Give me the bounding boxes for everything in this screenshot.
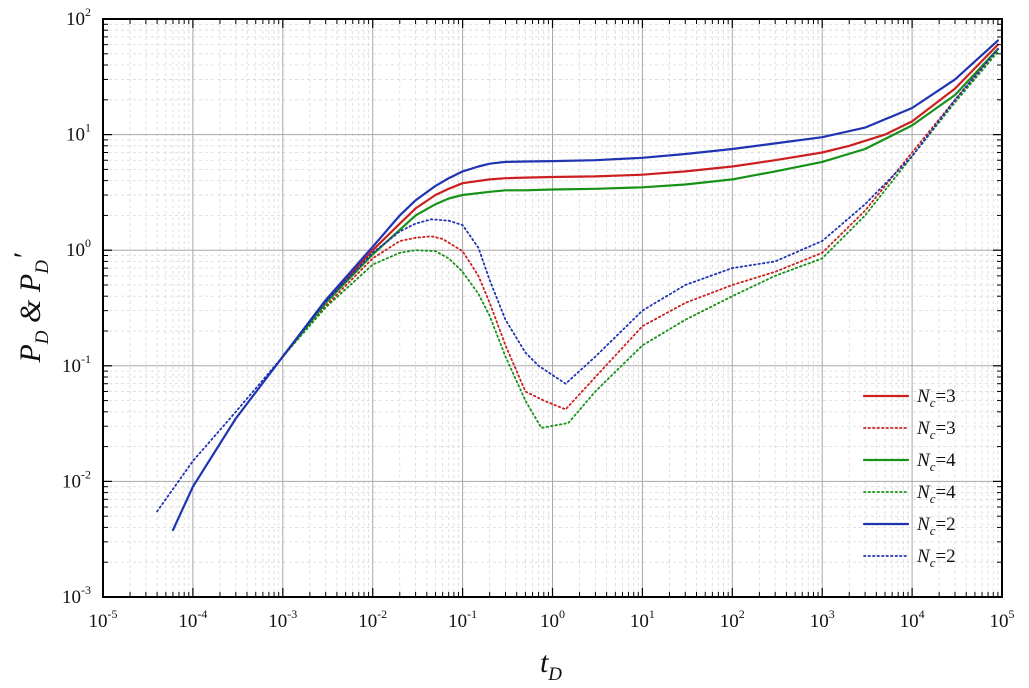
y-tick-label-base: 10: [62, 587, 81, 608]
legend-label-sub: c: [930, 459, 936, 474]
x-tick-label: 102: [720, 607, 745, 632]
y-tick-label: 102: [66, 5, 91, 30]
y-axis-title-sub2: D: [32, 260, 53, 275]
legend-label-sub: c: [930, 523, 936, 538]
x-tick-label: 10-3: [268, 607, 297, 632]
legend-label-sub: c: [930, 395, 936, 410]
series-layer: [156, 39, 1000, 532]
series-line-3: [281, 47, 1000, 358]
x-tick-label-exponent: -1: [467, 607, 477, 621]
legend: Nc=3Nc=3Nc=4Nc=4Nc=2Nc=2: [862, 386, 956, 570]
x-tick-label: 103: [810, 607, 835, 632]
legend-label-3: Nc=4: [916, 450, 956, 474]
legend-label-base: N: [916, 386, 931, 407]
y-tick-label-exponent: -3: [81, 583, 91, 597]
y-tick-label-base: 10: [62, 471, 81, 492]
x-tick-label-base: 10: [810, 611, 829, 632]
y-axis-title-sub: D: [32, 330, 53, 345]
legend-label-base: N: [916, 546, 931, 567]
x-tick-label: 101: [630, 607, 655, 632]
x-axis-title: tD: [540, 646, 562, 685]
x-tick-label-exponent: 4: [919, 607, 925, 621]
legend-label-sub: c: [930, 491, 936, 506]
x-tick-label-base: 10: [630, 611, 649, 632]
legend-label-1: Nc=3: [916, 386, 956, 410]
legend-label-6: Nc=2: [916, 546, 956, 570]
x-tick-label-exponent: 5: [1009, 607, 1015, 621]
y-tick-label-base: 10: [66, 125, 85, 146]
x-tick-label-exponent: 2: [739, 607, 745, 621]
legend-label-value: =3: [935, 418, 955, 439]
x-tick-labels: 10-5 10-4 10-3 10-2 10-1 100 101 102 103 104 105: [89, 607, 1015, 632]
x-tick-label: 10-1: [448, 607, 477, 632]
legend-label-value: =4: [935, 482, 956, 503]
x-tick-label-exponent: -5: [108, 607, 118, 621]
series-line-1: [281, 43, 1000, 358]
y-tick-label: 10-1: [62, 352, 91, 377]
y-axis-title-prime: ′: [8, 253, 41, 260]
y-tick-label-exponent: -2: [81, 467, 91, 481]
x-tick-label: 104: [900, 607, 925, 632]
x-tick-label-exponent: 1: [649, 607, 655, 621]
y-tick-label: 100: [66, 236, 91, 261]
grid-minor: [103, 19, 1002, 597]
x-tick-label-base: 10: [990, 611, 1009, 632]
y-tick-label-exponent: 1: [85, 121, 91, 135]
x-tick-label: 10-5: [89, 607, 118, 632]
x-tick-label: 100: [540, 607, 565, 632]
legend-label-4: Nc=4: [916, 482, 956, 506]
legend-label-base: N: [916, 482, 931, 503]
x-tick-label-base: 10: [89, 611, 108, 632]
x-tick-label: 105: [990, 607, 1015, 632]
y-tick-label-base: 10: [66, 240, 85, 261]
legend-label-value: =2: [935, 546, 955, 567]
x-tick-label: 10-2: [358, 607, 387, 632]
legend-label-sub: c: [930, 427, 936, 442]
legend-label-value: =4: [935, 450, 956, 471]
series-line-4: [281, 50, 999, 429]
y-tick-label-exponent: 2: [85, 5, 91, 19]
x-tick-label-base: 10: [720, 611, 739, 632]
y-tick-label-exponent: 0: [85, 236, 91, 250]
y-axis-title-base2: P: [14, 274, 47, 293]
series-line-6: [156, 48, 999, 513]
legend-label-base: N: [916, 514, 931, 535]
x-axis-title-sub: D: [547, 664, 562, 685]
axis-ticks: [102, 18, 1003, 598]
x-tick-label-exponent: -4: [197, 607, 207, 621]
x-tick-label-base: 10: [268, 611, 287, 632]
legend-label-value: =3: [935, 386, 955, 407]
x-tick-label-base: 10: [900, 611, 919, 632]
legend-label-sub: c: [930, 555, 936, 570]
x-tick-label-exponent: -3: [287, 607, 297, 621]
y-tick-label-base: 10: [62, 356, 81, 377]
legend-label-value: =2: [935, 514, 955, 535]
legend-label-base: N: [916, 450, 931, 471]
x-tick-label-base: 10: [540, 611, 559, 632]
y-axis-title: PD & PD′: [8, 253, 53, 363]
y-axis-title-connector: &: [14, 292, 47, 330]
y-tick-label-base: 10: [66, 9, 85, 30]
x-tick-label-base: 10: [358, 611, 377, 632]
legend-label-5: Nc=2: [916, 514, 956, 538]
y-tick-label: 10-2: [62, 467, 91, 492]
x-tick-label: 10-4: [178, 607, 207, 632]
x-tick-label-exponent: 0: [559, 607, 565, 621]
legend-label-2: Nc=3: [916, 418, 956, 442]
y-tick-label: 101: [66, 121, 91, 146]
y-axis-title-base: P: [14, 344, 47, 363]
x-tick-label-base: 10: [448, 611, 467, 632]
series-line-2: [281, 48, 999, 411]
x-tick-label-base: 10: [178, 611, 197, 632]
y-tick-label-exponent: -1: [81, 352, 91, 366]
series-line-5: [171, 39, 1000, 532]
y-tick-label: 10-3: [62, 583, 91, 608]
legend-label-base: N: [916, 418, 931, 439]
x-tick-label-exponent: 3: [829, 607, 835, 621]
x-tick-label-exponent: -2: [377, 607, 387, 621]
x-axis-title-base: t: [540, 646, 549, 679]
